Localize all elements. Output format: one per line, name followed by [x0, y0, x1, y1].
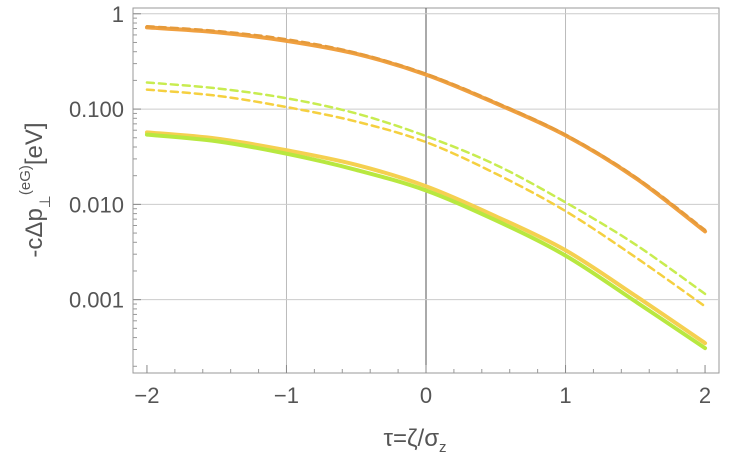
x-tick-label: 1: [559, 383, 571, 408]
series-line-5: [144, 130, 708, 346]
series-line-6: [144, 132, 708, 351]
grid: [133, 8, 719, 373]
x-axis-title-main: τ=ζ/σ: [383, 425, 439, 452]
y-tick-label: 0.001: [69, 288, 124, 313]
ticks: −2 −1 0 1 2 1 0.100 0.010 0.001: [69, 2, 711, 408]
y-axis-title-a: -cΔp: [21, 208, 48, 257]
series-line-2: [145, 24, 707, 232]
series-line-3: [145, 81, 707, 296]
y-axis-title-sup: (eG): [17, 165, 34, 195]
y-axis-title-b: [eV]: [21, 122, 48, 165]
y-tick-label: 0.010: [69, 192, 124, 217]
y-tick-label: 1: [112, 2, 124, 27]
series-layer: [144, 24, 708, 351]
x-tick-label: 2: [699, 383, 711, 408]
y-axis-title-sub: ⊥: [37, 195, 54, 208]
series-line-4: [145, 88, 707, 308]
y-axis-title: -cΔp⊥(eG)[eV]: [17, 122, 54, 257]
x-axis-title: τ=ζ/σz: [383, 425, 446, 456]
x-tick-label: −2: [134, 383, 159, 408]
x-axis-title-sub: z: [439, 439, 447, 456]
series-line-1: [144, 25, 708, 234]
x-tick-label: 0: [420, 383, 432, 408]
x-tick-label: −1: [274, 383, 299, 408]
y-tick-label: 0.100: [69, 97, 124, 122]
